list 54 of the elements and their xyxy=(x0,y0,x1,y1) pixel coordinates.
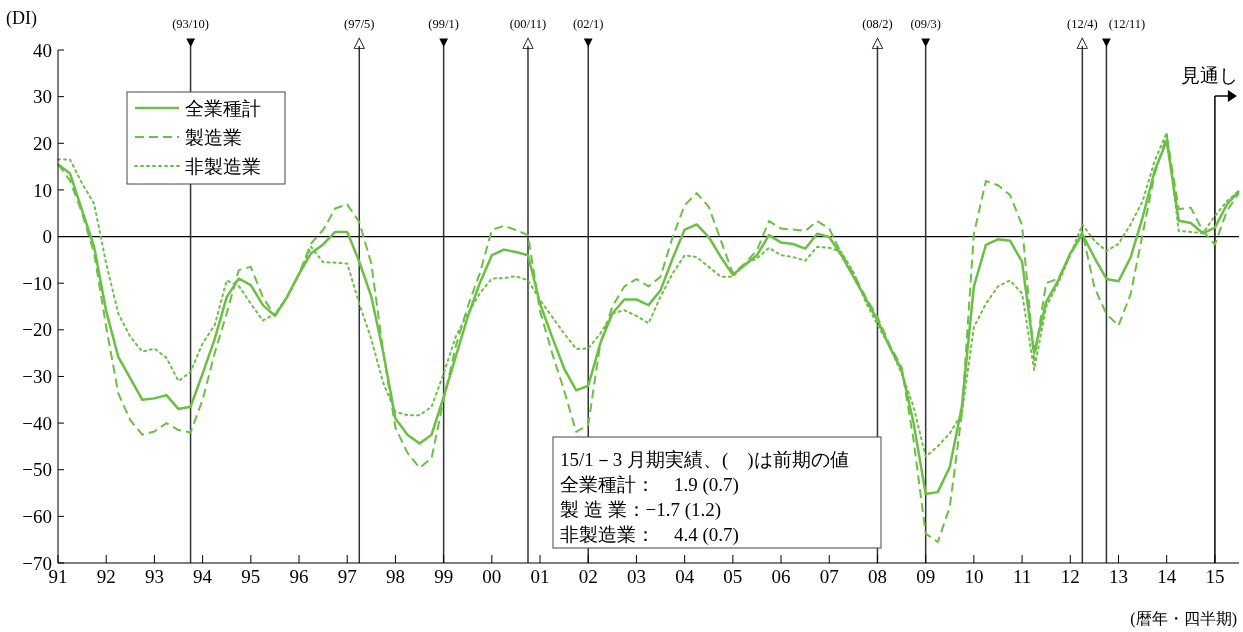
y-tick-label: 20 xyxy=(33,132,52,154)
x-tick-label: 06 xyxy=(771,566,791,587)
ref-line-label: (02/1) ▼ xyxy=(572,17,604,50)
ref-line-label: (93/10) ▼ xyxy=(172,17,209,50)
x-tick-label: 04 xyxy=(675,566,695,587)
ref-line-label: (12/11) ▼ xyxy=(1099,17,1146,50)
ref-line-label: (08/2) △ xyxy=(862,17,893,50)
x-axis-title: (暦年・四半期) xyxy=(1130,610,1237,628)
annotation: 製 造 業：−1.7 (1.2) xyxy=(560,498,722,521)
x-tick-label: 96 xyxy=(289,566,309,587)
x-tick-label: 05 xyxy=(723,566,743,587)
y-tick-label: 10 xyxy=(33,179,52,201)
y-tick-label: −30 xyxy=(22,366,52,388)
ref-line-label: (99/1) ▼ xyxy=(428,17,459,50)
ref-line-label: (09/3) ▼ xyxy=(910,17,941,50)
ref-line-label: (12/4) △ xyxy=(1067,17,1098,50)
ref-line-label: (00/11) △ xyxy=(509,17,547,50)
x-tick-label: 11 xyxy=(1012,566,1032,587)
x-tick-label: 07 xyxy=(819,566,839,587)
y-tick-label: −40 xyxy=(22,412,52,434)
y-tick-label: 30 xyxy=(33,86,52,108)
legend-label: 全業種計 xyxy=(185,97,261,119)
x-tick-label: 97 xyxy=(337,566,357,587)
ref-line-label: (97/5) △ xyxy=(343,17,375,50)
legend-label: 製造業 xyxy=(185,126,242,148)
x-tick-label: 99 xyxy=(434,566,454,587)
x-tick-label: 13 xyxy=(1108,566,1128,587)
annotation: 非製造業： 4.4 (0.7) xyxy=(560,523,739,546)
x-tick-label: 92 xyxy=(96,566,116,587)
x-tick-label: 98 xyxy=(385,566,405,587)
x-tick-label: 01 xyxy=(530,566,550,587)
y-tick-label: −10 xyxy=(22,272,52,294)
x-tick-label: 09 xyxy=(916,566,936,587)
ref-line-label: 見通し xyxy=(1181,65,1238,86)
y-tick-label: 0 xyxy=(42,226,52,248)
x-tick-label: 14 xyxy=(1157,566,1177,587)
x-tick-label: 12 xyxy=(1060,566,1080,587)
annotation: 15/1－3 月期実績、( )は前期の値 xyxy=(560,448,849,471)
x-tick-label: 02 xyxy=(578,566,598,587)
legend-label: 非製造業 xyxy=(185,155,261,177)
x-tick-label: 03 xyxy=(626,566,646,587)
x-tick-label: 15 xyxy=(1205,566,1225,587)
x-tick-label: 95 xyxy=(241,566,261,587)
x-tick-label: 08 xyxy=(867,566,887,587)
y-axis-title: (DI) xyxy=(6,8,37,29)
annotation: 全業種計： 1.9 (0.7) xyxy=(560,473,739,496)
y-tick-label: −20 xyxy=(22,319,52,341)
y-tick-label: 40 xyxy=(33,39,52,61)
y-tick-label: −60 xyxy=(22,506,52,528)
x-tick-label: 10 xyxy=(964,566,984,587)
y-tick-label: −50 xyxy=(22,459,52,481)
x-tick-label: 93 xyxy=(144,566,164,587)
x-tick-label: 00 xyxy=(482,566,502,587)
x-tick-label: 94 xyxy=(193,566,213,587)
